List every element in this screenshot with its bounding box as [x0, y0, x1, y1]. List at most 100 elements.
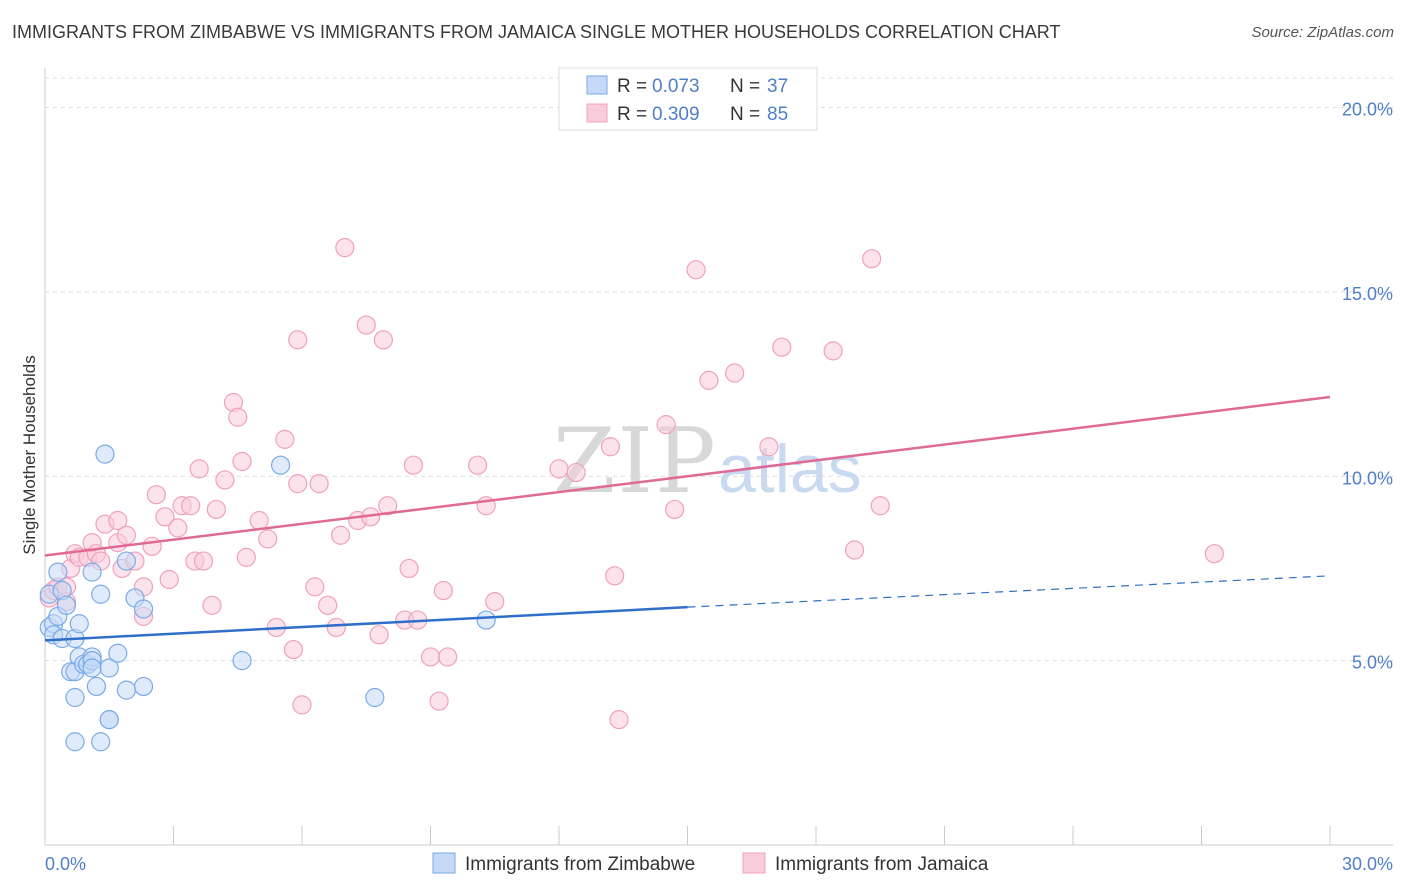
x-tick-label: 30.0% — [1342, 854, 1393, 874]
jamaica-point — [378, 496, 398, 516]
jamaica-point — [844, 540, 865, 560]
jamaica-r-label: R = — [617, 104, 647, 125]
jamaica-point — [305, 577, 325, 597]
jamaica-point — [369, 625, 389, 645]
zimbabwe-point — [86, 676, 107, 697]
jamaica-point — [193, 551, 214, 571]
jamaica-point — [249, 510, 269, 531]
grid-lines — [45, 77, 1393, 662]
jamaica-point — [326, 617, 346, 638]
y-tick-label: 10.0% — [1342, 468, 1393, 488]
data-points — [39, 238, 1224, 752]
jamaica-point — [399, 558, 419, 579]
jamaica-point — [283, 639, 304, 660]
jamaica-point — [292, 695, 312, 715]
y-tick-label: 20.0% — [1342, 100, 1393, 120]
jamaica-point — [403, 455, 423, 475]
jamaica-point — [159, 569, 179, 590]
jamaica-point — [870, 496, 890, 516]
jamaica-point — [142, 536, 162, 556]
zimbabwe-n-value: 37 — [767, 76, 788, 97]
x-tick-label: 0.0% — [45, 854, 86, 874]
jamaica-point — [600, 437, 621, 457]
jamaica-point — [485, 592, 505, 612]
jamaica-r-value: 0.309 — [652, 104, 700, 125]
zimbabwe-point — [65, 732, 85, 752]
zimbabwe-point — [95, 444, 115, 464]
zimbabwe-r-value: 0.073 — [652, 76, 700, 97]
zimbabwe-point — [365, 687, 385, 708]
jamaica-point — [725, 363, 745, 383]
zimbabwe-point — [56, 595, 77, 615]
jamaica-point — [309, 474, 329, 494]
zimbabwe-point — [116, 551, 136, 571]
y-tick-labels: 5.0% 10.0% 15.0% 20.0% — [1342, 100, 1393, 673]
jamaica-point — [202, 595, 222, 615]
jamaica-point — [665, 499, 685, 520]
jamaica-point — [288, 474, 308, 494]
zimbabwe-point — [133, 676, 154, 697]
jamaica-point — [215, 470, 235, 490]
jamaica-point — [823, 341, 843, 361]
source-label: Source: ZipAtlas.com — [1251, 24, 1394, 41]
zimbabwe-r-label: R = — [617, 76, 647, 97]
jamaica-point — [258, 529, 278, 549]
jamaica-point — [116, 525, 136, 545]
zimbabwe-point — [91, 584, 111, 604]
jamaica-trend-line — [44, 395, 1331, 557]
zimbabwe-point — [91, 732, 111, 752]
jamaica-point — [605, 566, 625, 586]
zimbabwe-point — [232, 651, 252, 671]
zimbabwe-point — [48, 562, 68, 582]
jamaica-point — [549, 459, 569, 479]
jamaica-point — [772, 337, 792, 357]
jamaica-point — [228, 407, 248, 427]
zimbabwe-point — [476, 610, 496, 630]
jamaica-point — [759, 437, 779, 457]
jamaica-n-value: 85 — [767, 104, 788, 125]
jamaica-point — [862, 249, 882, 269]
jamaica-point — [356, 315, 376, 335]
jamaica-point — [699, 370, 719, 390]
zimbabwe-point — [99, 710, 119, 730]
jamaica-point — [275, 429, 295, 449]
legend-jamaica-label: Immigrants from Jamaica — [775, 854, 989, 875]
stats-legend: R = 0.073 N = 37 R = 0.309 N = 85 — [558, 67, 818, 131]
jamaica-point — [335, 238, 355, 258]
jamaica-point — [288, 330, 308, 350]
jamaica-point — [566, 462, 586, 483]
zimbabwe-point — [133, 599, 154, 619]
zimbabwe-n-label: N = — [730, 76, 760, 97]
y-axis-label: Single Mother Households — [20, 355, 39, 554]
chart-title: IMMIGRANTS FROM ZIMBABWE VS IMMIGRANTS F… — [12, 22, 1061, 42]
jamaica-point — [181, 496, 201, 516]
legend-zimbabwe-label: Immigrants from Zimbabwe — [465, 854, 695, 875]
y-tick-label: 5.0% — [1352, 653, 1393, 673]
x-tick-labels: 0.0% 30.0% — [45, 854, 1393, 874]
zimbabwe-trend-line — [44, 605, 688, 642]
jamaica-point — [236, 547, 256, 567]
jamaica-point — [438, 647, 458, 667]
jamaica-points — [39, 238, 1224, 730]
jamaica-point — [656, 415, 676, 435]
zimbabwe-swatch — [586, 75, 608, 95]
zimbabwe-point — [82, 562, 102, 582]
jamaica-point — [189, 459, 209, 479]
axes — [44, 68, 1393, 846]
jamaica-point — [609, 710, 629, 730]
jamaica-n-label: N = — [730, 104, 760, 125]
jamaica-point — [1204, 544, 1224, 564]
zimbabwe-point — [116, 680, 136, 700]
jamaica-point — [433, 580, 453, 601]
jamaica-point — [429, 691, 449, 711]
zimbabwe-point — [65, 687, 85, 708]
jamaica-point — [108, 510, 128, 531]
jamaica-point — [373, 330, 393, 350]
y-tick-label: 15.0% — [1342, 284, 1393, 304]
jamaica-point — [168, 518, 188, 538]
legend-jamaica-swatch — [742, 852, 766, 874]
jamaica-point — [155, 507, 175, 527]
jamaica-point — [686, 260, 706, 280]
zimbabwe-point — [270, 455, 291, 475]
